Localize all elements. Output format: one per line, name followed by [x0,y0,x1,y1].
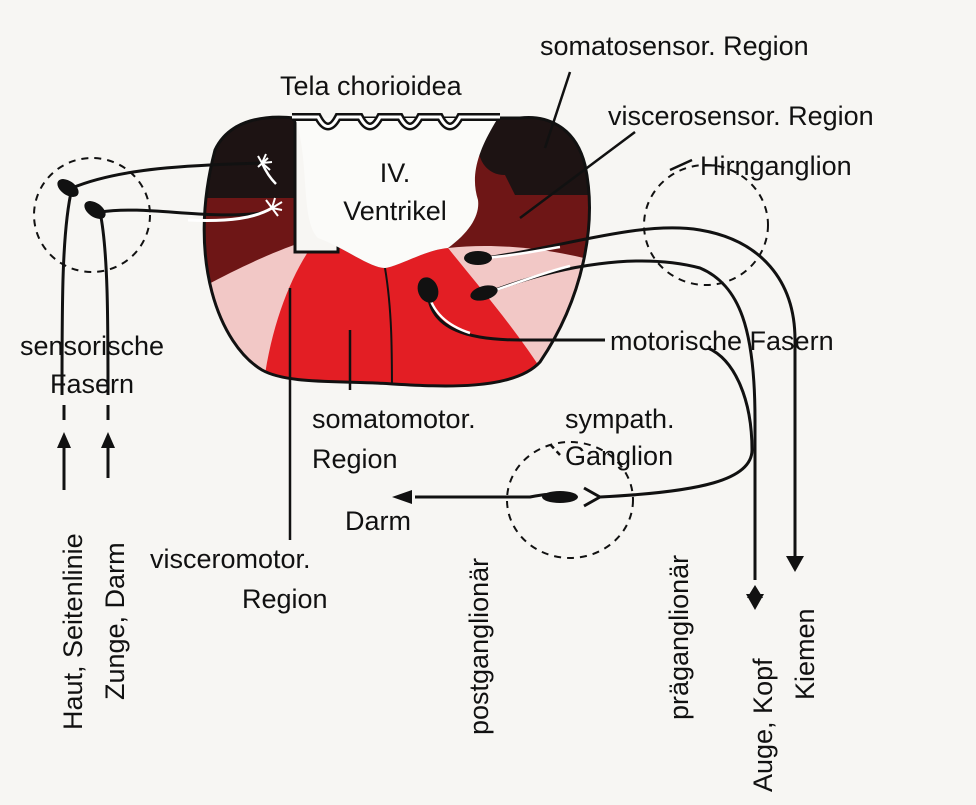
sensory-soma-2 [84,201,106,219]
leader-somatosensor [543,71,572,149]
leader-sympath [547,441,561,456]
sensory-terminal-brush-2 [265,197,283,217]
label-sensorische-1: sensorische [20,331,164,361]
label-sensorische-2: Fasern [50,369,134,399]
fourth-ventricle [295,118,498,268]
sensory-fiber-arrows [57,405,115,490]
label-zunge-darm: Zunge, Darm [100,542,130,700]
leader-viscerosensor [519,130,636,220]
kiemen-arrowhead [786,556,804,572]
somatomotor-region [262,238,560,386]
labels: Tela chorioidea IV. Ventrikel somatosens… [20,31,874,792]
label-postganglionaer: postganglionär [464,558,494,735]
label-viscerosensor: viscerosensor. Region [608,101,874,131]
tela-chorioidea-lumen [292,115,500,128]
visceromotor-soma [417,277,439,303]
label-tela-chorioidea: Tela chorioidea [280,71,463,101]
sympathetic-soma [542,491,578,503]
sympathetic-ganglion-circle [506,441,634,559]
leader-hirnganglion [669,158,693,172]
label-visceromotor-1: visceromotor. [150,544,311,574]
label-somatosensor: somatosensor. Region [540,31,809,61]
motor-soma-1 [464,251,492,265]
label-somatomotor-1: somatomotor. [312,404,476,434]
label-hirnganglion: Hirnganglion [700,151,852,181]
label-sympath-1: sympath. [565,404,675,434]
hirnganglion-circle [643,164,769,286]
label-auge-kopf: Auge, Kopf [748,658,778,792]
label-darm: Darm [345,506,411,536]
label-visceromotor-2: Region [242,584,328,614]
label-ventrikel-2: Ventrikel [343,196,447,226]
preganglionic-fiber [599,346,754,499]
label-motorische-fasern: motorische Fasern [610,326,834,356]
sensory-neurons [57,153,283,396]
label-sympath-2: Ganglion [565,441,673,471]
leader-lines [288,71,693,540]
somatosensory-region [204,117,590,198]
motor-soma-2 [470,285,498,301]
sensory-axon-white-2 [187,206,273,222]
sensory-terminal-brush-1 [257,153,273,171]
label-praeganglionaer: präganglionär [664,555,694,720]
label-somatomotor-2: Region [312,444,398,474]
auge-kopf-arrowhead [746,594,764,610]
sensory-ganglion-circle [33,157,151,273]
label-kiemen: Kiemen [790,608,820,700]
label-ventrikel-1: IV. [380,158,411,188]
motor-neurons [392,226,804,610]
label-haut-seitenlinie: Haut, Seitenlinie [58,533,88,730]
darm-arrow [392,490,412,504]
synapse-fork [583,486,601,508]
sensory-soma-1 [57,179,79,197]
